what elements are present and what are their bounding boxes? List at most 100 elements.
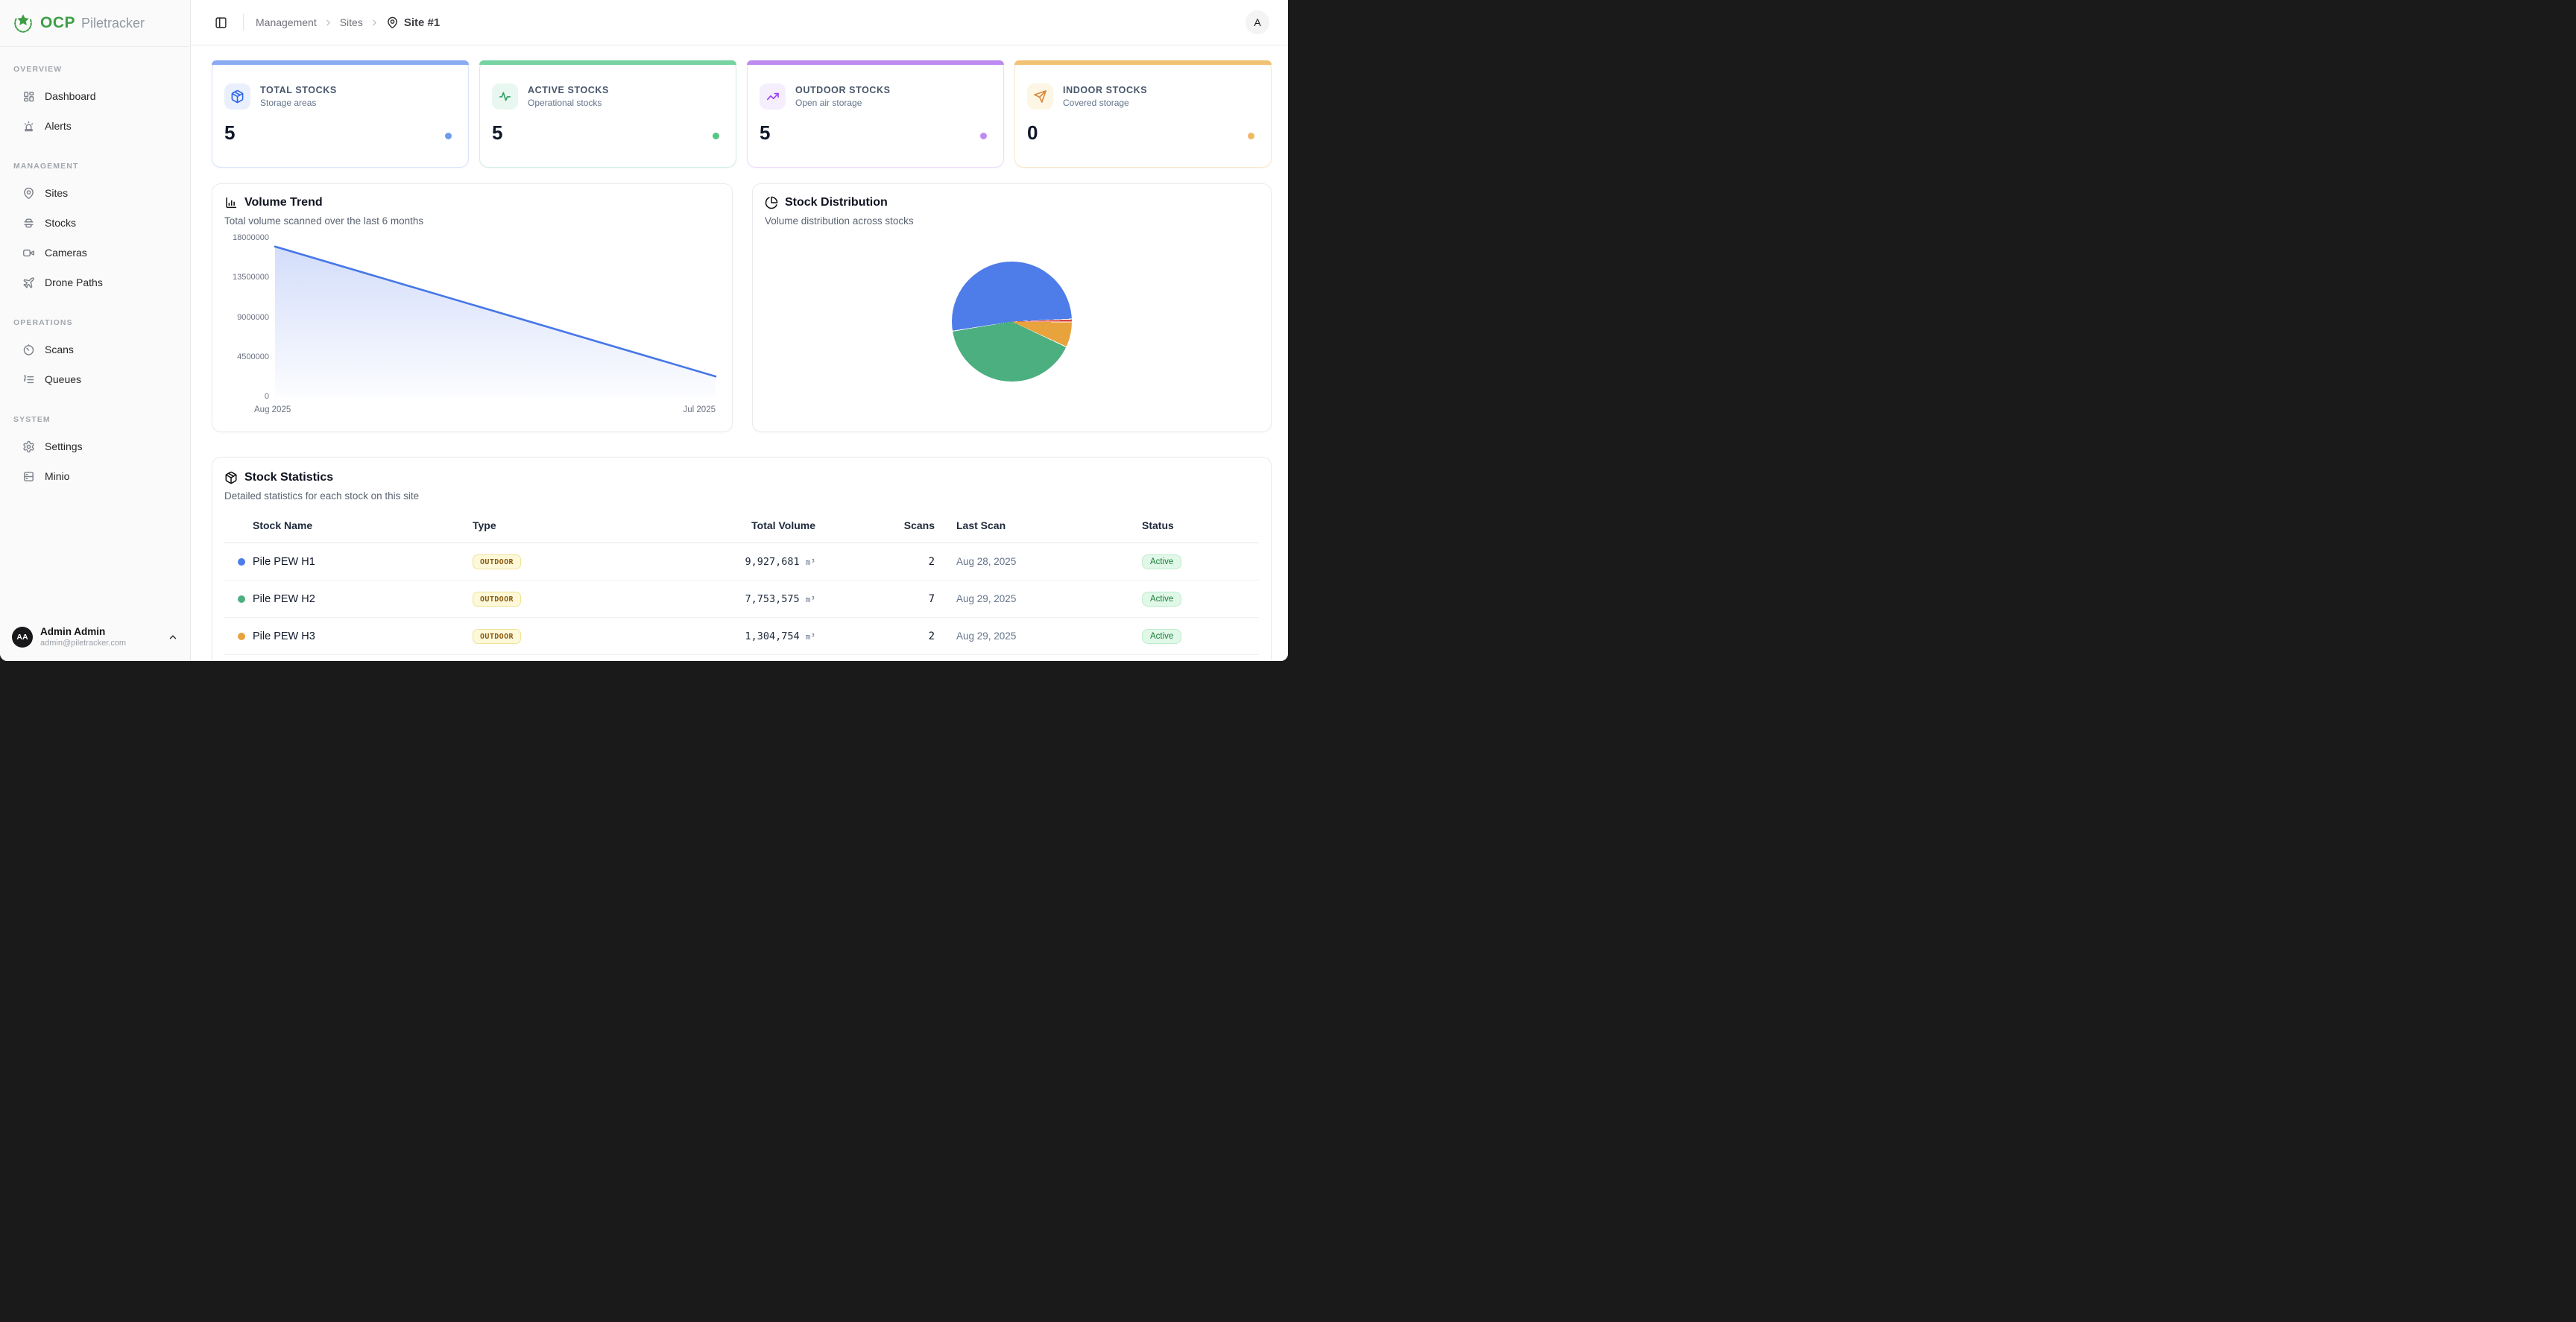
y-axis-tick-label: 18000000 <box>233 233 269 242</box>
stat-card-accent-strip <box>479 60 736 65</box>
package-icon <box>231 89 244 104</box>
stat-card-subtitle: Operational stocks <box>528 98 602 108</box>
chevron-right-icon <box>326 19 330 25</box>
sidebar-item-stocks[interactable]: Stocks <box>9 208 181 238</box>
y-axis-tick-label: 13500000 <box>233 273 269 282</box>
stat-card-outdoor-stocks: OUTDOOR STOCKS Open air storage 5 <box>747 60 1004 168</box>
stat-card-dot <box>445 133 452 139</box>
sidebar-item-sites[interactable]: Sites <box>9 178 181 208</box>
sidebar-item-label: Settings <box>45 440 83 452</box>
panel-left-icon <box>215 16 227 28</box>
pie-chart-icon <box>765 196 778 209</box>
nav-section-label: OPERATIONS <box>13 318 73 327</box>
trending-up-icon <box>766 92 779 101</box>
table-row[interactable]: Pile PEW H3 OUTDOOR 1,304,754 m³ 2 Aug 2… <box>224 618 1259 655</box>
breadcrumb-link[interactable]: Management <box>256 16 317 28</box>
sidebar-item-queues[interactable]: Queues <box>9 364 181 394</box>
sidebar-item-minio[interactable]: Minio <box>9 461 181 491</box>
stock-distribution-pie <box>952 262 1072 382</box>
user-name: Admin Admin <box>40 626 106 637</box>
stat-card-subtitle: Covered storage <box>1063 98 1129 108</box>
last-scan-date: Aug 28, 2025 <box>956 556 1017 567</box>
bar-chart-icon <box>226 197 237 209</box>
brand-product: Piletracker <box>81 15 145 31</box>
user-menu[interactable]: AA Admin Admin admin@piletracker.com <box>0 616 190 661</box>
timer-icon <box>23 344 34 355</box>
stat-card-subtitle: Open air storage <box>795 98 862 108</box>
volume-trend-card: Volume Trend Total volume scanned over t… <box>212 183 733 432</box>
scan-count: 2 <box>928 555 935 568</box>
y-axis-tick-label: 4500000 <box>237 352 269 361</box>
siren-icon <box>24 121 34 131</box>
brand-logo[interactable]: OCP Piletracker <box>0 0 190 47</box>
stock-distribution-card: Stock Distribution Volume distribution a… <box>752 183 1272 432</box>
sidebar-item-label: Sites <box>45 187 69 199</box>
volume-trend-title: Volume Trend <box>244 196 323 209</box>
total-volume: 7,753,575 m³ <box>745 592 815 605</box>
plane-icon <box>23 276 34 288</box>
stat-card-accent-strip <box>212 60 469 65</box>
sidebar-item-settings[interactable]: Settings <box>9 431 181 461</box>
stat-card-title: INDOOR STOCKS <box>1063 85 1148 95</box>
ocp-wreath-logo-icon <box>14 14 32 33</box>
app-window: OCP Piletracker OVERVIEW Dashboard Alerts M… <box>0 0 1288 661</box>
main-area: Management Sites Site #1 A TOTAL STOCKS … <box>191 0 1288 661</box>
sidebar-item-scans[interactable]: Scans <box>9 335 181 364</box>
total-volume: 1,304,754 m³ <box>745 630 815 642</box>
activity-icon <box>499 92 511 101</box>
y-axis-tick-label: 9000000 <box>237 312 269 322</box>
sidebar-toggle-button[interactable] <box>210 12 231 33</box>
stat-card-title: ACTIVE STOCKS <box>528 85 609 95</box>
type-badge: OUTDOOR <box>473 554 521 569</box>
stock-color-dot <box>238 595 245 603</box>
account-avatar-button[interactable]: A <box>1246 10 1269 34</box>
stat-card-active-stocks: ACTIVE STOCKS Operational stocks 5 <box>479 60 736 168</box>
user-email: admin@piletracker.com <box>40 639 127 648</box>
table-row[interactable]: Pile PEW H1 OUTDOOR 9,927,681 m³ 2 Aug 2… <box>224 543 1259 581</box>
chevron-right-icon <box>373 19 376 25</box>
scan-count: 2 <box>928 630 935 642</box>
sidebar-item-alerts[interactable]: Alerts <box>9 111 181 141</box>
y-axis-tick-label: 0 <box>264 392 269 401</box>
sidebar-item-cameras[interactable]: Cameras <box>9 238 181 268</box>
send-icon <box>1034 90 1046 103</box>
nav-section-label: SYSTEM <box>13 415 51 424</box>
stat-card-dot <box>980 133 987 139</box>
stat-card-accent-strip <box>1014 60 1272 65</box>
package-icon <box>225 471 237 484</box>
sidebar-item-label: Minio <box>45 470 70 482</box>
table-column-header: Stock Name <box>253 519 313 531</box>
status-badge: Active <box>1142 628 1182 644</box>
last-scan-date: Aug 29, 2025 <box>956 630 1017 642</box>
map-pin-icon <box>387 16 397 28</box>
video-camera-icon <box>23 249 34 256</box>
type-badge: OUTDOOR <box>473 628 521 644</box>
page-content: TOTAL STOCKS Storage areas 5 ACTIVE STOC… <box>191 45 1288 661</box>
stat-card-title: OUTDOOR STOCKS <box>795 85 891 95</box>
last-scan-date: Aug 29, 2025 <box>956 593 1017 604</box>
volume-trend-subtitle: Total volume scanned over the last 6 mon… <box>224 215 424 227</box>
x-axis-label-end: Jul 2025 <box>683 405 716 414</box>
stock-name: Pile PEW H3 <box>253 630 315 642</box>
dashboard-icon <box>24 91 34 101</box>
stock-color-dot <box>238 557 245 566</box>
table-column-header: Last Scan <box>956 519 1006 531</box>
top-bar: Management Sites Site #1 A <box>191 0 1288 45</box>
nav-section-label: OVERVIEW <box>13 65 63 74</box>
stock-statistics-title: Stock Statistics <box>244 471 334 484</box>
sidebar-item-label: Stocks <box>45 217 77 229</box>
table-header-row: Stock Name Type Total Volume Scans Last Scan… <box>224 519 1259 543</box>
volume-trend-chart: 18000000 13500000 9000000 4500000 0 Aug 2025… <box>224 233 720 420</box>
list-ordered-icon <box>23 374 34 383</box>
sidebar-item-dashboard[interactable]: Dashboard <box>9 81 181 111</box>
stat-card-total-stocks: TOTAL STOCKS Storage areas 5 <box>212 60 469 168</box>
table-column-header: Total Volume <box>751 519 815 531</box>
sidebar-item-drone-paths[interactable]: Drone Paths <box>9 268 181 297</box>
breadcrumb-link[interactable]: Sites <box>339 16 363 28</box>
table-column-header: Type <box>473 519 496 531</box>
stock-distribution-subtitle: Volume distribution across stocks <box>765 215 914 227</box>
brand-ocp: OCP <box>40 14 76 31</box>
table-row[interactable]: Pile PEW H2 OUTDOOR 7,753,575 m³ 7 Aug 2… <box>224 581 1259 618</box>
stock-name: Pile PEW H2 <box>253 592 315 605</box>
gear-icon <box>23 440 34 452</box>
